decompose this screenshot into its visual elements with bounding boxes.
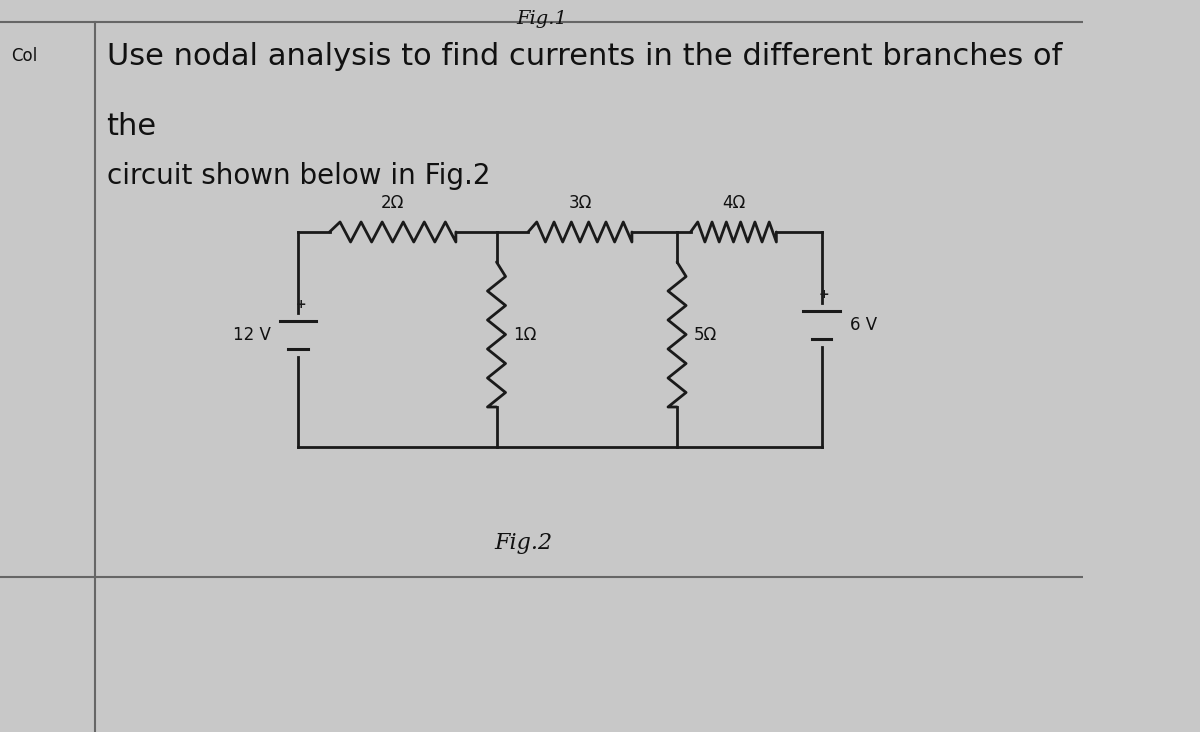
Text: 12 V: 12 V [233,326,271,343]
Text: 4Ω: 4Ω [722,194,745,212]
Text: 3Ω: 3Ω [569,194,592,212]
Text: circuit shown below in Fig.2: circuit shown below in Fig.2 [107,162,490,190]
Text: 2Ω: 2Ω [382,194,404,212]
Text: Fig.1: Fig.1 [516,10,568,28]
Text: the: the [107,112,157,141]
Text: 5Ω: 5Ω [694,326,716,343]
Text: Use nodal analysis to find currents in the different branches of: Use nodal analysis to find currents in t… [107,42,1062,71]
Text: 1Ω: 1Ω [512,326,536,343]
Text: Col: Col [11,47,37,65]
Text: 6 V: 6 V [851,315,877,334]
Text: +: + [295,297,306,310]
Text: Fig.2: Fig.2 [494,532,553,554]
Text: +: + [818,288,829,301]
